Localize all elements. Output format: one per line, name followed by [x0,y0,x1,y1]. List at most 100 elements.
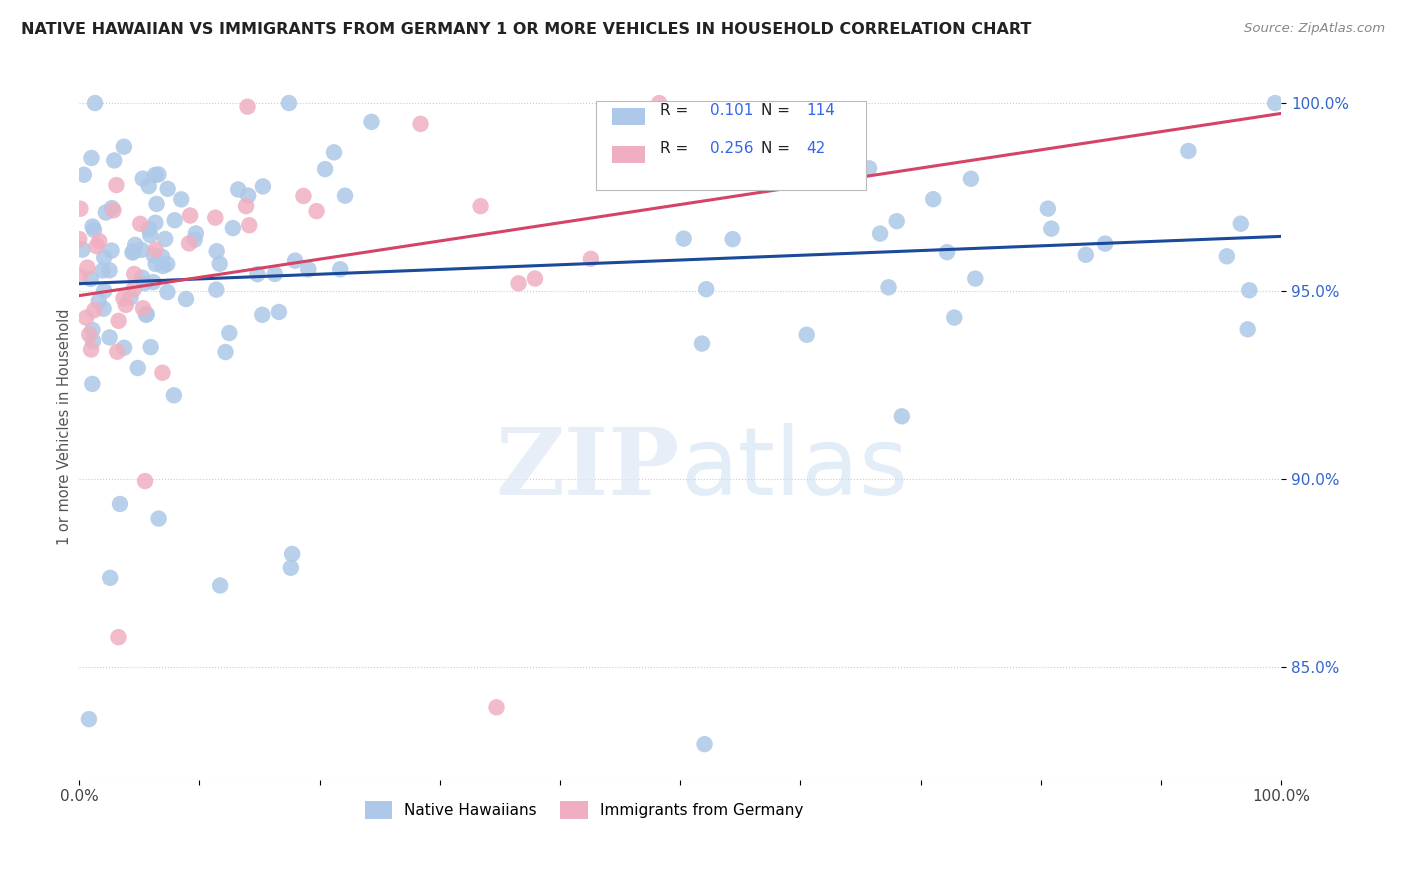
Point [226,182,249,196]
Legend: Native Hawaiians, Immigrants from Germany: Native Hawaiians, Immigrants from German… [359,795,810,825]
Point [131,243,153,257]
Point [73,168,96,182]
Point [524,271,547,285]
Point [858,161,880,176]
Point [922,192,945,206]
Text: 0.101: 0.101 [710,103,754,118]
Point [98,571,121,585]
Text: 42: 42 [806,141,825,156]
Point [1239,283,1261,297]
Point [115,298,138,312]
Point [145,257,167,271]
Point [965,271,987,285]
Point [75,310,97,325]
Point [86,239,108,253]
Point [105,344,128,359]
Point [205,283,228,297]
Point [138,222,160,236]
Point [297,262,319,277]
Point [77,327,100,342]
Point [77,712,100,726]
Point [606,155,628,169]
Point [155,232,177,246]
Point [67,232,90,246]
Text: R =: R = [659,141,688,156]
Point [72,243,94,257]
Point [84,96,107,111]
Y-axis label: 1 or more Vehicles in Household: 1 or more Vehicles in Household [58,308,72,544]
Point [1177,144,1199,158]
Point [112,341,135,355]
Point [80,343,103,357]
Point [120,291,142,305]
Point [148,168,170,182]
Point [470,199,492,213]
Point [156,285,179,299]
Point [76,260,98,275]
Point [134,474,156,488]
Point [145,197,167,211]
Point [87,294,110,309]
Point [218,326,240,340]
Point [409,117,432,131]
Point [152,366,174,380]
Point [235,199,257,213]
Point [329,262,352,277]
Point [690,336,713,351]
Point [170,192,193,206]
Point [135,307,157,321]
Point [960,171,983,186]
Point [314,162,336,177]
Point [1040,221,1063,235]
Point [134,276,156,290]
Point [1216,249,1239,263]
Point [721,232,744,246]
Point [837,150,859,164]
Point [179,209,201,223]
Point [131,270,153,285]
Point [80,272,103,286]
Point [333,188,356,202]
Point [156,182,179,196]
Point [800,119,823,133]
Point [135,308,157,322]
Point [1264,96,1286,111]
Point [100,244,122,258]
Point [936,245,959,260]
Point [82,376,104,391]
Point [246,267,269,281]
Point [252,308,274,322]
Point [124,238,146,252]
Point [103,153,125,168]
Point [869,227,891,241]
Point [129,217,152,231]
Point [831,128,853,143]
Text: 114: 114 [806,103,835,118]
Point [145,243,167,257]
Point [122,244,145,259]
Point [89,234,111,248]
Point [174,292,197,306]
Point [184,227,207,241]
Point [236,100,259,114]
Point [695,282,717,296]
Point [82,323,104,337]
Point [214,345,236,359]
Point [108,497,131,511]
Point [204,211,226,225]
Point [122,283,145,297]
Point [208,257,231,271]
Point [890,409,912,424]
Point [579,252,602,266]
Point [150,250,173,264]
Point [93,251,115,265]
Point [152,259,174,273]
Point [648,96,671,111]
Point [80,151,103,165]
Point [142,275,165,289]
Point [156,257,179,271]
Point [284,253,307,268]
Point [145,216,167,230]
Point [107,630,129,644]
Point [222,221,245,235]
